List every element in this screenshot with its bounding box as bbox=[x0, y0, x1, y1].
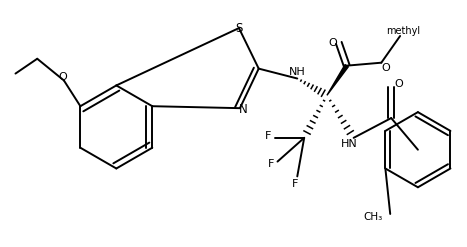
Text: methyl: methyl bbox=[386, 26, 420, 36]
Text: NH: NH bbox=[289, 67, 305, 77]
Text: O: O bbox=[395, 80, 403, 89]
Text: O: O bbox=[328, 38, 337, 48]
Polygon shape bbox=[327, 64, 348, 95]
Text: F: F bbox=[264, 131, 271, 141]
Text: N: N bbox=[239, 103, 247, 116]
Text: F: F bbox=[268, 159, 274, 168]
Text: S: S bbox=[235, 21, 243, 35]
Text: HN: HN bbox=[341, 139, 358, 149]
Text: O: O bbox=[381, 63, 389, 73]
Text: F: F bbox=[292, 179, 298, 189]
Text: CH₃: CH₃ bbox=[363, 212, 382, 222]
Text: O: O bbox=[58, 72, 67, 82]
